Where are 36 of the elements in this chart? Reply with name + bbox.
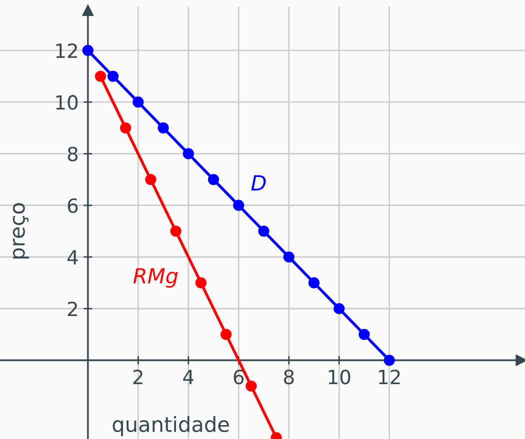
x-tick-label: 8 <box>284 370 294 384</box>
x-tick-label: 4 <box>183 370 194 384</box>
x-tick-label: 6 <box>234 370 244 384</box>
x-axis-title: quantidade <box>112 416 229 436</box>
point <box>246 380 257 392</box>
point <box>145 174 156 186</box>
y-tick-label: 8 <box>68 146 78 162</box>
x-tick-label: 10 <box>328 370 350 384</box>
point <box>94 70 106 82</box>
point <box>170 226 182 237</box>
series-label: D <box>251 175 266 190</box>
point <box>283 251 294 263</box>
y-tick-label: 12 <box>56 43 77 58</box>
x-tick-label: 12 <box>379 370 400 384</box>
y-tick-label: 10 <box>56 95 78 110</box>
point <box>107 70 119 82</box>
point <box>220 328 232 340</box>
point <box>358 328 370 340</box>
series-label: RMg <box>133 268 178 288</box>
point <box>195 277 207 288</box>
point <box>258 226 270 237</box>
point <box>158 122 169 134</box>
point <box>334 303 345 314</box>
point <box>308 277 320 288</box>
point <box>132 96 144 108</box>
point <box>182 148 194 160</box>
x-tick-label: 2 <box>133 370 142 384</box>
point <box>120 122 132 134</box>
point <box>82 44 94 56</box>
point <box>233 200 244 211</box>
point <box>384 354 395 366</box>
y-tick-label: 2 <box>68 302 77 316</box>
y-tick-label: 4 <box>67 250 78 264</box>
y-tick-label: 6 <box>68 198 78 214</box>
y-axis-title: preço <box>12 203 29 258</box>
point <box>208 174 220 186</box>
